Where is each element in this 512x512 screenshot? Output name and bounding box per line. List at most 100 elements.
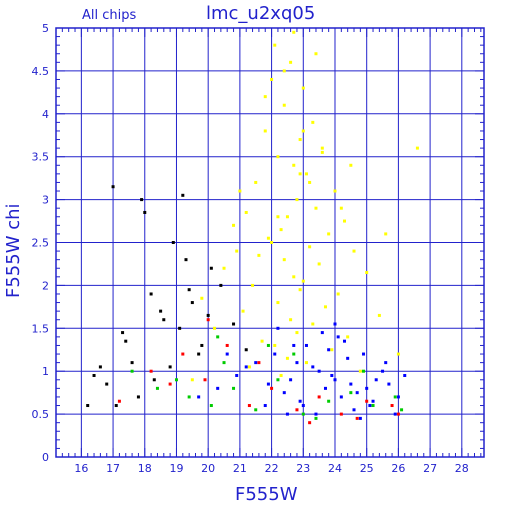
data-point-yellow	[346, 335, 350, 339]
data-point-yellow	[415, 146, 419, 150]
data-point-green	[266, 343, 270, 347]
data-point-blue	[343, 339, 347, 343]
data-point-blue	[244, 365, 248, 369]
data-point-blue	[327, 348, 331, 352]
data-point-green	[314, 416, 318, 420]
data-point-red	[181, 352, 185, 356]
data-point-yellow	[266, 236, 270, 240]
data-point-yellow	[349, 163, 353, 167]
data-point-green	[254, 408, 258, 412]
data-point-black	[92, 373, 96, 377]
data-point-blue	[323, 386, 327, 390]
data-point-yellow	[241, 309, 245, 313]
data-point-blue	[352, 408, 356, 412]
data-point-red	[203, 378, 207, 382]
data-point-yellow	[238, 189, 242, 193]
data-point-blue	[311, 365, 315, 369]
data-point-yellow	[358, 369, 362, 373]
data-point-blue	[295, 361, 299, 365]
data-point-blue	[333, 378, 337, 382]
data-point-black	[124, 339, 128, 343]
data-point-green	[216, 335, 220, 339]
data-point-yellow	[292, 163, 296, 167]
data-point-black	[190, 301, 194, 305]
data-point-yellow	[282, 69, 286, 73]
data-point-yellow	[289, 318, 293, 322]
data-point-black	[187, 288, 191, 292]
data-point-yellow	[298, 172, 302, 176]
data-point-yellow	[396, 352, 400, 356]
data-point-black	[98, 365, 102, 369]
data-point-yellow	[365, 271, 369, 275]
data-point-black	[200, 343, 204, 347]
data-point-green	[130, 369, 134, 373]
data-point-red	[390, 404, 394, 408]
data-point-blue	[314, 412, 318, 416]
y-tick-label: 1.5	[32, 322, 50, 335]
data-point-yellow	[333, 189, 337, 193]
data-point-yellow	[336, 292, 340, 296]
data-point-red	[247, 404, 251, 408]
data-point-blue	[289, 378, 293, 382]
data-point-blue	[304, 343, 308, 347]
data-point-yellow	[308, 245, 312, 249]
data-point-blue	[365, 386, 369, 390]
data-point-green	[400, 408, 404, 412]
data-point-blue	[349, 382, 353, 386]
data-point-yellow	[222, 266, 226, 270]
x-tick-label: 23	[296, 462, 310, 475]
data-point-blue	[197, 395, 201, 399]
data-point-black	[197, 352, 201, 356]
data-point-red	[257, 361, 261, 365]
data-point-red	[396, 412, 400, 416]
x-tick-labels: 16 17 18 19 20 21 22 23 24 25 26 27 28	[74, 462, 468, 475]
data-point-black	[171, 241, 175, 244]
data-point-yellow	[320, 150, 324, 154]
data-point-yellow	[292, 275, 296, 279]
data-point-black	[159, 309, 163, 313]
y-tick-label: 4.5	[32, 65, 50, 78]
data-point-yellow	[311, 120, 315, 124]
data-point-blue	[317, 369, 321, 373]
data-point-red	[168, 382, 172, 386]
data-point-yellow	[273, 343, 277, 347]
data-point-black	[152, 378, 156, 382]
data-point-black	[121, 331, 125, 335]
data-point-blue	[263, 404, 267, 408]
data-point-yellow	[295, 331, 299, 335]
data-point-yellow	[298, 288, 302, 292]
data-point-yellow	[285, 356, 289, 360]
data-point-green	[222, 361, 226, 365]
data-point-black	[232, 322, 236, 326]
data-point-yellow	[285, 215, 289, 219]
data-point-yellow	[282, 103, 286, 107]
data-point-blue	[285, 412, 289, 416]
data-point-blue	[330, 373, 334, 377]
data-point-red	[317, 395, 321, 399]
data-point-blue	[358, 416, 362, 420]
data-point-green	[362, 369, 366, 373]
data-point-black	[86, 404, 90, 408]
data-point-yellow	[384, 232, 388, 236]
data-point-blue	[254, 361, 258, 365]
data-point-red	[355, 416, 359, 420]
x-tick-label: 25	[360, 462, 374, 475]
data-point-green	[327, 399, 331, 403]
data-point-yellow	[273, 43, 277, 47]
data-point-green	[349, 391, 353, 395]
y-tick-label: 2.5	[32, 237, 50, 250]
data-point-yellow	[200, 296, 204, 300]
data-point-green	[292, 352, 296, 356]
data-point-blue	[403, 373, 407, 377]
data-point-yellow	[232, 223, 236, 227]
data-point-yellow	[317, 262, 321, 266]
data-point-black	[136, 395, 140, 399]
data-point-black	[130, 361, 134, 365]
data-point-red	[149, 369, 153, 373]
data-point-blue	[273, 352, 277, 356]
data-point-blue	[346, 356, 350, 360]
chart-subtitle: All chips	[82, 8, 136, 23]
x-tick-label: 28	[455, 462, 469, 475]
data-point-yellow	[301, 86, 305, 90]
